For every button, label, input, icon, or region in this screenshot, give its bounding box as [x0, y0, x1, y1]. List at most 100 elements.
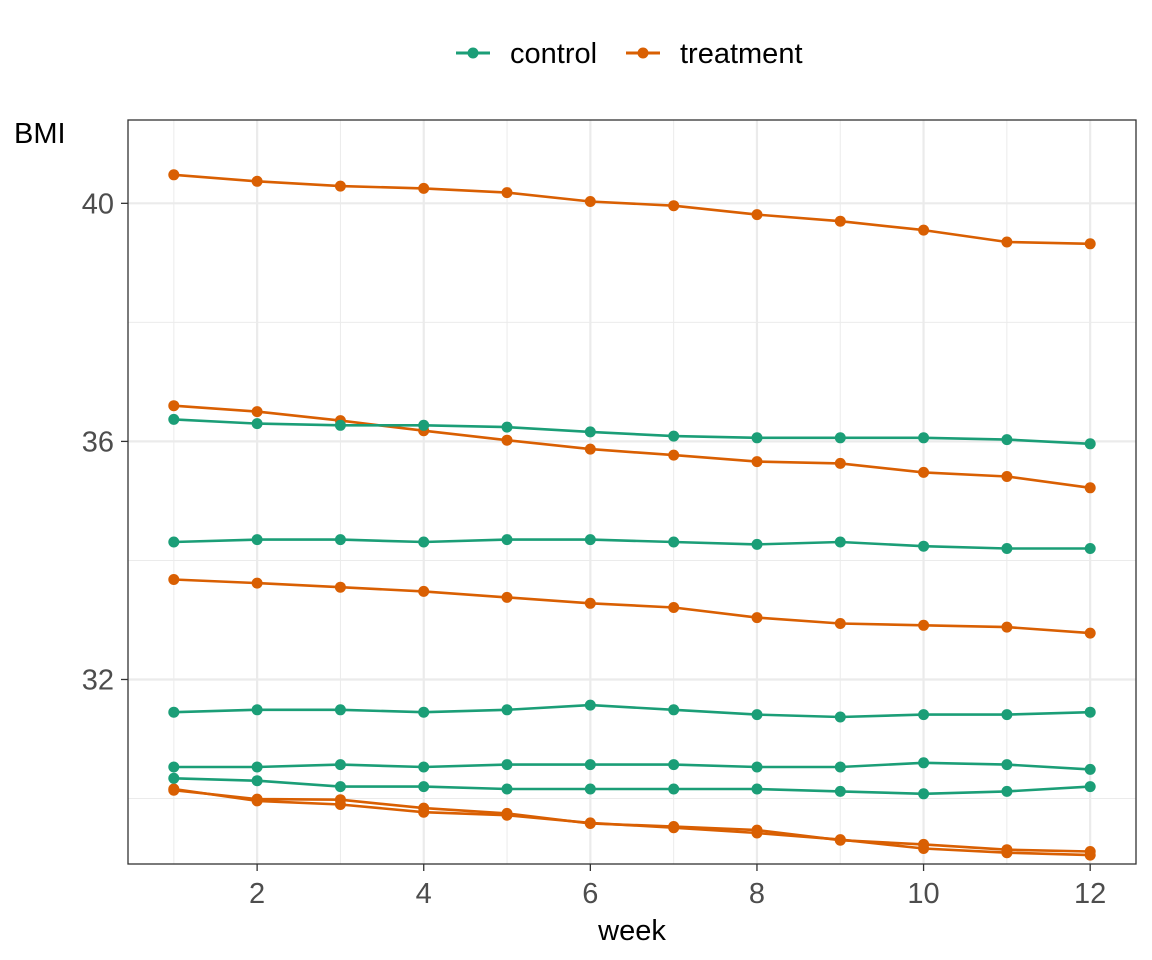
data-point-control	[334, 759, 346, 771]
data-point-treatment	[668, 602, 680, 613]
data-point-control	[1084, 781, 1096, 793]
series-line-treatment	[173, 787, 1091, 857]
series-line-treatment	[173, 404, 1091, 490]
data-point-control	[334, 534, 346, 546]
data-point-treatment	[1084, 482, 1096, 494]
data-point-control	[501, 704, 513, 716]
data-point-treatment	[751, 827, 763, 839]
data-point-control	[168, 706, 180, 718]
data-point-control	[334, 419, 346, 431]
legend-label-treatment: treatment	[680, 38, 803, 70]
data-point-control	[1001, 709, 1013, 721]
series-treatment-5	[168, 783, 1096, 861]
data-point-control	[251, 775, 263, 787]
x-tick-label: 10	[907, 878, 939, 910]
data-point-treatment	[751, 612, 763, 624]
series-treatment-3	[168, 574, 1096, 639]
data-point-treatment	[334, 180, 346, 192]
data-point-treatment	[668, 449, 680, 461]
data-point-control	[501, 759, 513, 771]
data-point-control	[168, 761, 180, 773]
data-point-treatment	[168, 400, 180, 412]
data-point-treatment	[334, 799, 346, 810]
data-point-treatment	[584, 196, 596, 207]
data-point-control	[668, 536, 680, 548]
data-point-treatment	[168, 574, 180, 585]
legend-item-treatment: treatment	[626, 38, 803, 70]
data-point-treatment	[1001, 621, 1013, 633]
data-point-treatment	[918, 843, 930, 854]
series-treatment-2	[168, 400, 1096, 494]
data-point-control	[668, 430, 680, 442]
series-treatment-4	[168, 784, 1096, 857]
data-point-treatment	[501, 809, 513, 821]
data-point-control	[334, 704, 346, 716]
data-point-control	[834, 785, 846, 797]
x-tick-label: 4	[416, 878, 432, 910]
data-point-control	[834, 761, 846, 773]
data-point-treatment	[168, 783, 180, 795]
data-point-treatment	[584, 443, 596, 455]
y-axis-title: BMI	[14, 118, 66, 150]
data-point-treatment	[834, 618, 846, 629]
data-point-control	[668, 759, 680, 771]
data-point-control	[751, 783, 763, 795]
series-line-treatment	[173, 173, 1091, 246]
data-point-treatment	[834, 834, 846, 846]
series-line-control	[173, 777, 1091, 796]
data-point-treatment	[668, 822, 680, 834]
data-point-treatment	[834, 457, 846, 469]
data-point-treatment	[501, 434, 513, 446]
data-point-control	[168, 413, 180, 425]
data-point-control	[834, 711, 846, 723]
data-point-treatment	[918, 224, 930, 236]
legend-label-control: control	[510, 38, 597, 70]
series-layer	[168, 169, 1096, 861]
data-point-treatment	[751, 456, 763, 468]
data-point-treatment	[501, 591, 513, 603]
data-point-treatment	[168, 169, 180, 181]
data-point-control	[918, 709, 930, 721]
data-point-control	[584, 759, 596, 771]
data-point-treatment	[1001, 847, 1013, 859]
series-line-control	[173, 538, 1091, 550]
data-point-treatment	[668, 200, 680, 212]
y-tick-label: 40	[82, 188, 114, 220]
data-point-control	[1084, 763, 1096, 775]
data-point-control	[584, 534, 596, 546]
data-point-control	[418, 761, 430, 773]
y-axis: 32 36 40	[82, 188, 128, 696]
gridlines	[128, 120, 1136, 864]
data-point-treatment	[1084, 627, 1096, 639]
y-tick-label: 32	[82, 664, 114, 696]
data-point-treatment	[251, 795, 263, 807]
legend: control treatment	[456, 38, 803, 70]
data-point-control	[334, 781, 346, 793]
data-point-treatment	[334, 581, 346, 593]
data-point-treatment	[501, 187, 513, 199]
data-point-control	[418, 706, 430, 718]
series-line-treatment	[173, 788, 1091, 853]
plot-panel-border	[127, 119, 1137, 865]
data-point-control	[1001, 785, 1013, 797]
data-point-control	[918, 757, 930, 769]
data-point-treatment	[584, 817, 596, 829]
data-point-control	[501, 534, 513, 546]
data-point-control	[251, 534, 263, 546]
data-point-control	[751, 432, 763, 444]
y-tick-label: 36	[82, 426, 114, 458]
data-point-control	[1084, 438, 1096, 450]
series-line-control	[173, 703, 1091, 719]
x-tick-label: 6	[582, 878, 598, 910]
legend-item-control: control	[456, 38, 597, 70]
data-point-control	[751, 538, 763, 550]
series-control-8	[168, 699, 1096, 723]
data-point-treatment	[251, 577, 263, 589]
data-point-control	[584, 783, 596, 795]
data-point-control	[1001, 434, 1013, 446]
series-line-treatment	[173, 578, 1091, 635]
data-point-treatment	[918, 619, 930, 631]
x-tick-label: 12	[1074, 878, 1106, 910]
data-point-control	[584, 426, 596, 438]
